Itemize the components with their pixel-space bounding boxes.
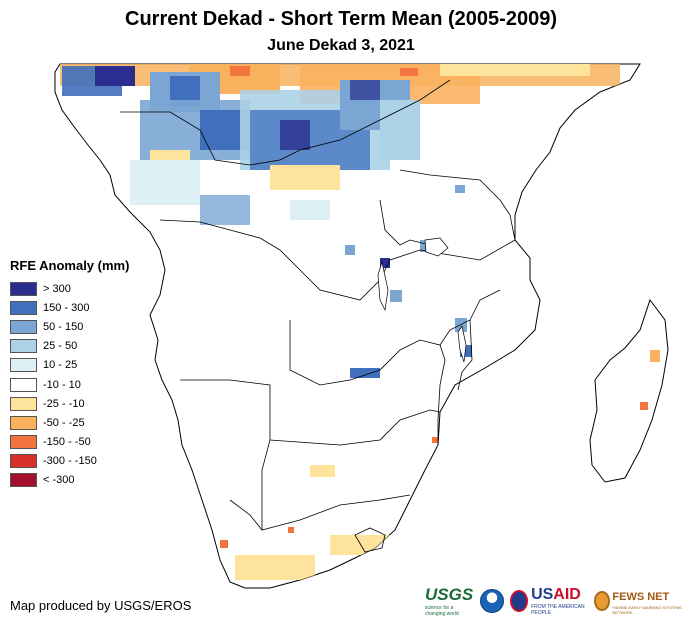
usaid-aid-text: AID: [553, 586, 581, 603]
legend: RFE Anomaly (mm) > 300 150 - 300 50 - 15…: [10, 258, 129, 490]
legend-label: -10 - 10: [43, 378, 81, 391]
lake-malawi: [457, 325, 467, 363]
legend-label: -300 - -150: [43, 455, 97, 468]
usaid-seal-icon: [510, 590, 529, 612]
legend-swatch: [10, 396, 37, 411]
legend-swatch: [10, 319, 37, 334]
anomaly-patches: [60, 64, 620, 580]
legend-swatch: [10, 358, 37, 373]
legend-item: > 300: [10, 279, 129, 298]
legend-swatch: [10, 473, 37, 488]
madagascar: [589, 298, 669, 483]
map-credit: Map produced by USGS/EROS: [10, 598, 192, 613]
fewsnet-logo-text: FEWS NET: [612, 591, 670, 603]
legend-swatch: [10, 300, 37, 315]
partner-logos: USGS science for a changing world USAID …: [425, 585, 682, 617]
legend-item: < -300: [10, 471, 129, 490]
legend-label: 10 - 25: [43, 359, 78, 372]
legend-label: 50 - 150: [43, 320, 84, 333]
lake-victoria: [424, 237, 449, 257]
legend-label: -150 - -50: [43, 436, 91, 449]
legend-swatch: [10, 377, 37, 392]
fewsnet-tagline: FAMINE EARLY WARNING SYSTEMS NETWORK: [612, 605, 682, 615]
usgs-tagline: science for a changing world: [425, 605, 459, 617]
legend-label: < -300: [43, 474, 75, 487]
legend-swatch: [10, 339, 37, 354]
map-title: Current Dekad - Short Term Mean (2005-20…: [125, 8, 557, 30]
legend-item: -10 - 10: [10, 375, 129, 394]
usgs-logo: USGS science for a changing world: [425, 585, 474, 617]
fewsnet-globe-icon: [594, 591, 611, 611]
legend-item: 150 - 300: [10, 298, 129, 317]
legend-item: 25 - 50: [10, 337, 129, 356]
legend-swatch: [10, 281, 37, 296]
legend-item: 50 - 150: [10, 317, 129, 336]
legend-item: -50 - -25: [10, 413, 129, 432]
noaa-logo: [480, 589, 505, 613]
legend-item: -300 - -150: [10, 452, 129, 471]
madagascar-anomaly: [640, 402, 648, 410]
usgs-logo-text: USGS: [425, 585, 474, 604]
lake-tanganyika: [377, 260, 389, 312]
legend-title: RFE Anomaly (mm): [10, 258, 130, 273]
legend-label: -50 - -25: [43, 416, 85, 429]
usaid-tagline: FROM THE AMERICAN PEOPLE: [531, 604, 585, 616]
legend-label: 25 - 50: [43, 340, 78, 353]
usaid-us-text: US: [531, 586, 554, 603]
fewsnet-logo: FEWS NET FAMINE EARLY WARNING SYSTEMS NE…: [594, 587, 682, 615]
noaa-emblem-icon: [480, 589, 505, 613]
legend-item: 10 - 25: [10, 356, 129, 375]
map-subtitle: June Dekad 3, 2021: [267, 37, 415, 54]
legend-label: 150 - 300: [43, 301, 90, 314]
legend-label: -25 - -10: [43, 397, 85, 410]
country-borders: [120, 79, 516, 553]
legend-swatch: [10, 435, 37, 450]
madagascar-anomaly: [650, 350, 660, 362]
legend-item: -25 - -10: [10, 394, 129, 413]
legend-label: > 300: [43, 282, 71, 295]
legend-swatch: [10, 454, 37, 469]
legend-swatch: [10, 415, 37, 430]
legend-item: -150 - -50: [10, 433, 129, 452]
usaid-logo: USAID FROM THE AMERICAN PEOPLE: [510, 586, 588, 616]
